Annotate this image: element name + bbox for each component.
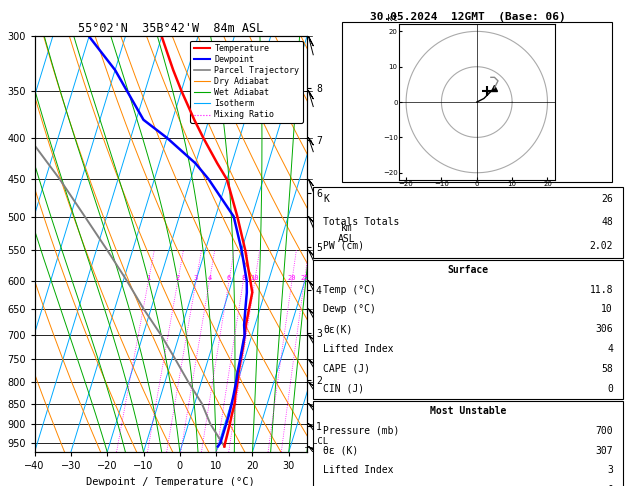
Text: K: K [323, 194, 329, 204]
Text: 8: 8 [242, 275, 245, 281]
Text: 26: 26 [601, 194, 613, 204]
Title: 55°02'N  35B°42'W  84m ASL: 55°02'N 35B°42'W 84m ASL [78, 22, 264, 35]
Text: Surface: Surface [447, 265, 489, 275]
Text: 0: 0 [607, 383, 613, 394]
Y-axis label: hPa: hPa [0, 234, 1, 254]
Bar [342, 22, 612, 182]
Text: 30.05.2024  12GMT  (Base: 06): 30.05.2024 12GMT (Base: 06) [370, 12, 566, 22]
Legend: Temperature, Dewpoint, Parcel Trajectory, Dry Adiabat, Wet Adiabat, Isotherm, Mi: Temperature, Dewpoint, Parcel Trajectory… [191, 41, 303, 123]
Text: 58: 58 [601, 364, 613, 374]
Text: 11.8: 11.8 [589, 285, 613, 295]
Bar [313, 187, 623, 258]
Text: Temp (°C): Temp (°C) [323, 285, 376, 295]
Text: θε (K): θε (K) [323, 446, 359, 455]
X-axis label: Dewpoint / Temperature (°C): Dewpoint / Temperature (°C) [86, 477, 255, 486]
Text: CAPE (J): CAPE (J) [323, 364, 370, 374]
Text: 307: 307 [595, 446, 613, 455]
Bar [313, 401, 623, 486]
Text: Lifted Index: Lifted Index [323, 466, 394, 475]
Text: 25: 25 [300, 275, 309, 281]
Text: 6: 6 [227, 275, 231, 281]
Text: 306: 306 [595, 324, 613, 334]
Text: CAPE (J): CAPE (J) [323, 485, 370, 486]
Y-axis label: km
ASL: km ASL [338, 223, 355, 244]
Text: 2.02: 2.02 [589, 241, 613, 251]
Text: 2: 2 [175, 275, 180, 281]
Text: LCL: LCL [313, 437, 328, 446]
Text: 1: 1 [147, 275, 150, 281]
Text: 10: 10 [601, 304, 613, 314]
Text: Pressure (mb): Pressure (mb) [323, 426, 399, 436]
Text: θε(K): θε(K) [323, 324, 352, 334]
Text: 700: 700 [595, 426, 613, 436]
Text: PW (cm): PW (cm) [323, 241, 364, 251]
Text: 4: 4 [208, 275, 211, 281]
Text: 3: 3 [194, 275, 198, 281]
Text: kt: kt [387, 14, 398, 23]
Text: Totals Totals: Totals Totals [323, 217, 399, 227]
Text: Most Unstable: Most Unstable [430, 406, 506, 416]
Text: 10: 10 [250, 275, 259, 281]
Text: 48: 48 [601, 217, 613, 227]
Bar [313, 260, 623, 399]
Text: 20: 20 [287, 275, 296, 281]
Text: 0: 0 [607, 485, 613, 486]
Text: Lifted Index: Lifted Index [323, 344, 394, 354]
Text: 3: 3 [607, 466, 613, 475]
Text: 4: 4 [607, 344, 613, 354]
Text: CIN (J): CIN (J) [323, 383, 364, 394]
Text: Dewp (°C): Dewp (°C) [323, 304, 376, 314]
